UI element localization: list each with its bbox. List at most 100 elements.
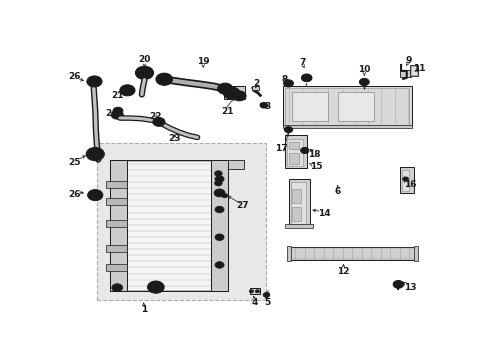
Circle shape (402, 177, 408, 181)
Circle shape (113, 107, 122, 114)
Text: 3: 3 (264, 103, 270, 112)
Text: 25: 25 (68, 158, 80, 167)
Circle shape (214, 189, 224, 197)
Circle shape (111, 110, 123, 119)
Bar (401, 170, 408, 191)
Bar (286, 139, 302, 166)
Circle shape (226, 90, 236, 97)
Bar (399, 167, 413, 193)
Circle shape (248, 290, 253, 293)
Bar (284, 224, 312, 228)
Circle shape (215, 262, 224, 268)
Circle shape (147, 281, 164, 293)
Circle shape (255, 290, 259, 293)
Text: 17: 17 (274, 144, 286, 153)
Bar (282, 125, 411, 128)
Circle shape (86, 148, 104, 161)
Circle shape (151, 284, 160, 291)
Circle shape (232, 91, 245, 101)
Bar (290, 181, 305, 225)
Circle shape (90, 150, 101, 158)
Bar (399, 70, 410, 77)
Circle shape (361, 80, 366, 84)
Bar (112, 161, 225, 290)
Bar (110, 159, 127, 291)
Circle shape (135, 66, 153, 80)
Text: 16: 16 (403, 180, 415, 189)
Text: 27: 27 (236, 201, 249, 210)
Text: 5: 5 (263, 298, 269, 307)
Text: 26: 26 (68, 72, 80, 81)
Circle shape (87, 190, 102, 201)
Text: 8: 8 (281, 75, 287, 84)
Circle shape (285, 128, 290, 131)
Text: 7: 7 (299, 58, 305, 67)
Text: 15: 15 (309, 162, 322, 171)
Bar (105, 245, 127, 252)
Circle shape (139, 69, 149, 76)
Bar (282, 86, 411, 126)
Bar (252, 86, 259, 90)
Bar (284, 135, 307, 168)
Circle shape (215, 206, 224, 213)
Text: 4: 4 (251, 298, 257, 307)
Circle shape (392, 280, 403, 288)
Bar (288, 248, 416, 259)
Bar (105, 264, 127, 271)
Bar (410, 67, 416, 75)
Text: 14: 14 (318, 209, 330, 218)
Circle shape (159, 76, 169, 83)
Text: 6: 6 (334, 187, 340, 196)
Text: 1: 1 (141, 305, 146, 314)
Circle shape (359, 78, 368, 86)
Bar (291, 189, 301, 203)
Circle shape (260, 103, 267, 108)
Circle shape (284, 127, 292, 133)
Bar (288, 179, 310, 226)
Circle shape (87, 76, 102, 87)
Text: 13: 13 (403, 283, 415, 292)
Text: 2: 2 (253, 79, 259, 88)
Bar (288, 247, 416, 260)
Text: 22: 22 (148, 112, 161, 121)
Circle shape (223, 87, 240, 99)
Text: 23: 23 (168, 134, 181, 143)
Circle shape (301, 74, 311, 82)
Text: 24: 24 (105, 109, 118, 118)
Circle shape (222, 193, 227, 198)
Circle shape (285, 81, 291, 85)
Text: 10: 10 (357, 65, 370, 74)
Text: 21: 21 (111, 91, 124, 100)
Circle shape (303, 76, 309, 80)
Bar (224, 86, 244, 99)
Bar (105, 181, 127, 188)
Circle shape (220, 85, 229, 92)
Text: 12: 12 (337, 267, 349, 276)
Circle shape (300, 148, 308, 153)
Text: 21: 21 (221, 107, 233, 116)
Text: 11: 11 (412, 64, 425, 73)
Bar (105, 220, 127, 227)
Bar (337, 92, 373, 121)
Circle shape (112, 284, 122, 292)
Circle shape (217, 83, 232, 94)
Circle shape (302, 149, 306, 152)
Bar (288, 153, 299, 164)
Circle shape (214, 180, 222, 186)
Text: 9: 9 (405, 56, 411, 65)
Bar (292, 92, 327, 121)
Circle shape (215, 234, 224, 240)
Bar (288, 142, 299, 149)
Circle shape (215, 176, 224, 183)
Text: 26: 26 (68, 190, 80, 199)
Circle shape (214, 171, 222, 176)
Bar (97, 143, 265, 300)
Circle shape (395, 283, 400, 286)
Circle shape (156, 73, 172, 85)
Bar (249, 288, 260, 294)
Bar (210, 159, 227, 291)
Text: 20: 20 (138, 55, 150, 64)
Text: 18: 18 (307, 150, 320, 158)
Circle shape (153, 117, 164, 126)
Bar (105, 198, 127, 204)
